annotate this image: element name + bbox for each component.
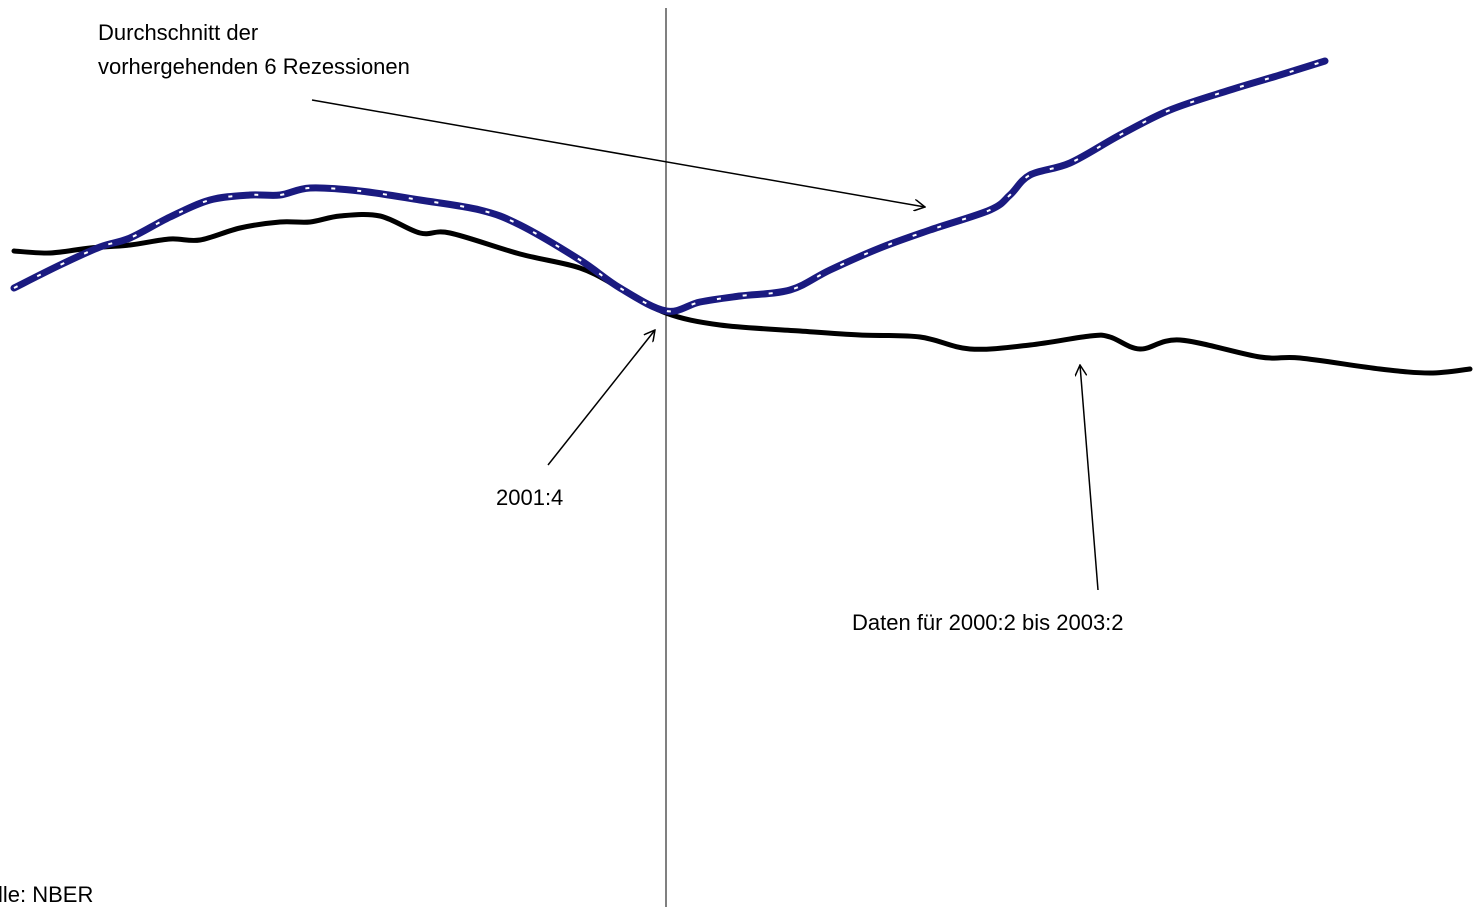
- annotation: Daten für 2000:2 bis 2003:2: [852, 610, 1124, 635]
- arrow: [311, 99, 925, 207]
- arrow: [547, 330, 655, 466]
- series-line: [10, 57, 1329, 315]
- annotation: vorhergehenden 6 Rezessionen: [98, 54, 410, 79]
- source: lle: NBER: [0, 882, 93, 907]
- annotation: 2001:4: [496, 485, 563, 510]
- arrow: [1080, 365, 1099, 591]
- annotation: Durchschnitt der: [98, 20, 258, 45]
- series-line-dash: [13, 60, 1326, 313]
